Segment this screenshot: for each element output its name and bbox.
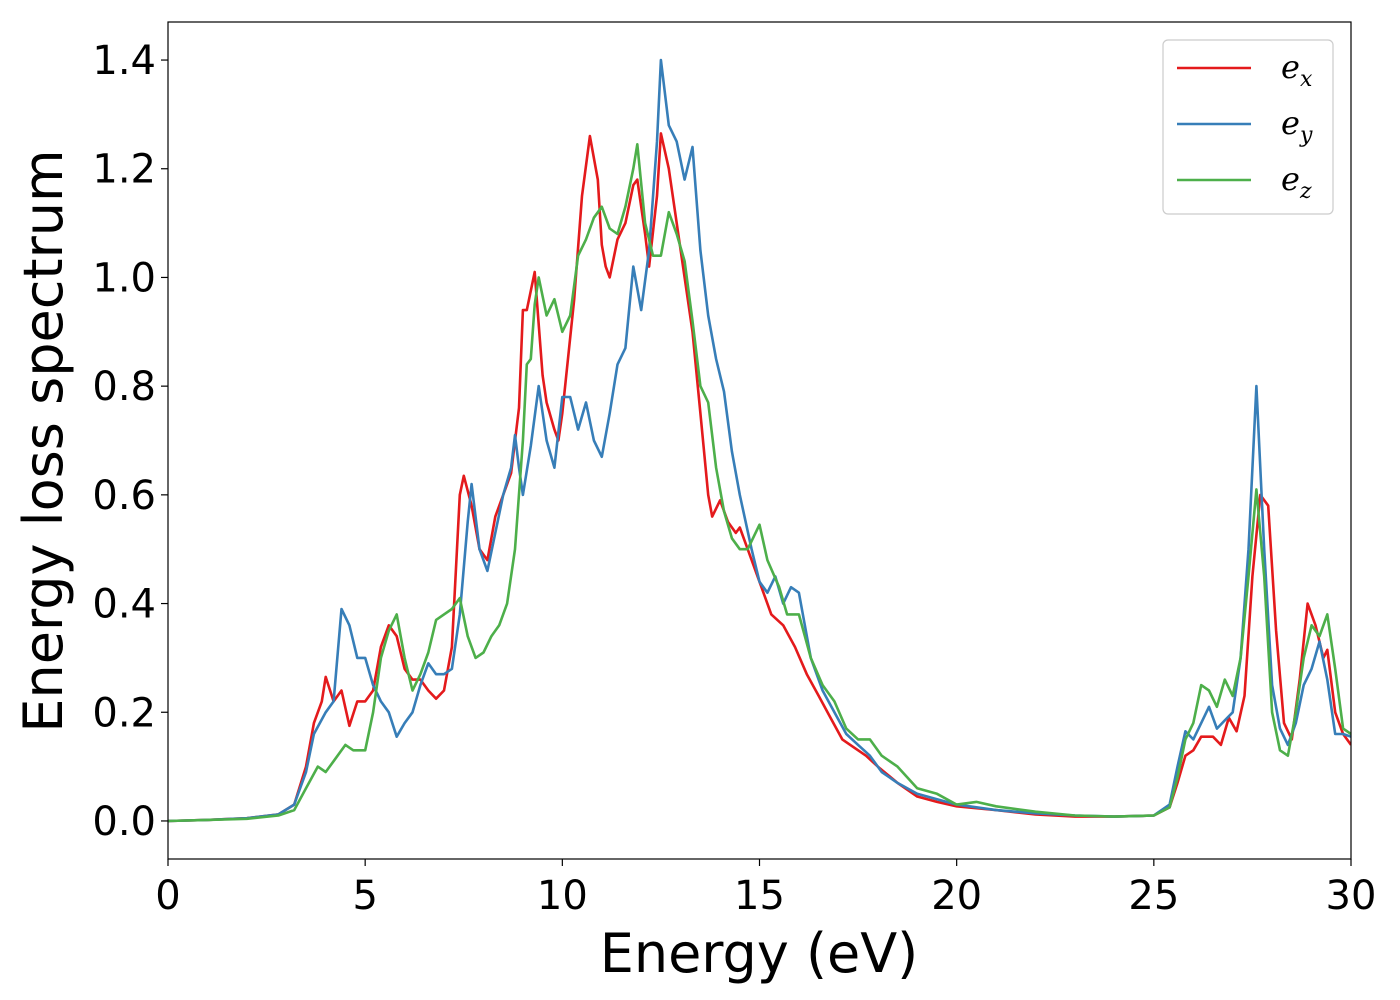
y-axis-label: Energy loss spectrum [12, 149, 75, 732]
plot-area [167, 21, 1352, 860]
y-tick-label: 0.6 [92, 473, 156, 519]
x-tick-label: 15 [734, 873, 785, 919]
y-tick-label: 1.2 [92, 147, 156, 193]
x-tick-label: 0 [155, 873, 180, 919]
legend-item-y: ey [1177, 104, 1313, 148]
legend-label: ez [1281, 160, 1312, 204]
x-axis-label: Energy (eV) [600, 922, 919, 985]
y-tick-label: 1.4 [92, 38, 156, 84]
series-line-y [168, 58, 1351, 823]
y-tick-label: 0.2 [92, 690, 156, 736]
y-axis-ticks: 0.0 0.2 0.4 0.6 0.8 1.0 1.2 1.4 [92, 38, 168, 845]
y-tick-label: 1.0 [92, 255, 156, 301]
x-tick-label: 30 [1326, 873, 1377, 919]
series-line-z [168, 143, 1351, 823]
legend: ex ey ez [1162, 39, 1334, 215]
x-tick-label: 25 [1128, 873, 1179, 919]
y-tick-label: 0.0 [92, 799, 156, 845]
y-tick-label: 0.8 [92, 364, 156, 410]
legend-frame [1162, 39, 1334, 215]
y-tick-label: 0.4 [92, 582, 156, 628]
x-tick-label: 10 [537, 873, 588, 919]
x-axis-ticks: 0 5 10 15 20 25 30 [155, 859, 1376, 919]
x-tick-label: 20 [931, 873, 982, 919]
legend-label: ex [1281, 48, 1313, 92]
x-tick-label: 5 [352, 873, 377, 919]
legend-item-x: ex [1177, 48, 1313, 92]
legend-item-z: ez [1177, 160, 1312, 204]
legend-label: ey [1281, 104, 1313, 148]
